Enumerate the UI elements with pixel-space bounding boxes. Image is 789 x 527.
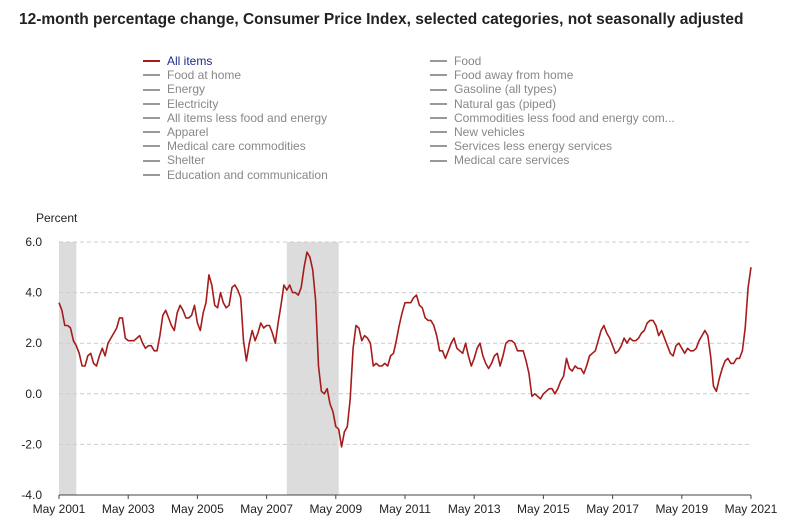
legend-item[interactable]: Electricity xyxy=(143,97,328,111)
x-tick-label: May 2013 xyxy=(448,502,501,516)
x-tick-label: May 2019 xyxy=(655,502,708,516)
legend-swatch xyxy=(430,88,447,91)
legend-item[interactable]: Commodities less food and energy com... xyxy=(430,111,675,125)
legend-swatch xyxy=(143,159,160,162)
x-tick-label: May 2007 xyxy=(240,502,293,516)
legend-swatch xyxy=(430,60,447,63)
x-tick-label: May 2021 xyxy=(725,502,778,516)
legend-item[interactable]: Shelter xyxy=(143,153,328,167)
legend-label: Services less energy services xyxy=(454,139,613,154)
legend-item[interactable]: Gasoline (all types) xyxy=(430,82,675,96)
x-tick-label: May 2017 xyxy=(586,502,639,516)
recession-band xyxy=(286,242,339,495)
x-tick-label: May 2009 xyxy=(309,502,362,516)
legend-swatch xyxy=(143,131,160,134)
legend-label: Natural gas (piped) xyxy=(454,96,557,111)
y-axis-label: Percent xyxy=(36,211,78,225)
legend-item[interactable]: Natural gas (piped) xyxy=(430,97,675,111)
y-tick-label: -4.0 xyxy=(21,488,42,502)
legend-item[interactable]: All items less food and energy xyxy=(143,111,328,125)
x-tick-label: May 2015 xyxy=(517,502,570,516)
legend-label: All items less food and energy xyxy=(167,110,328,125)
legend-label: Gasoline (all types) xyxy=(454,82,557,97)
y-tick-label: 6.0 xyxy=(25,235,42,249)
legend-item[interactable]: New vehicles xyxy=(430,125,675,139)
y-tick-label: 0.0 xyxy=(25,387,42,401)
legend-swatch xyxy=(430,159,447,162)
x-tick-label: May 2005 xyxy=(171,502,224,516)
legend-swatch xyxy=(143,116,160,119)
legend-item[interactable]: Food at home xyxy=(143,68,328,82)
legend-label: Energy xyxy=(167,82,206,97)
y-tick-label: 2.0 xyxy=(25,336,42,350)
legend-item[interactable]: Medical care services xyxy=(430,153,675,167)
y-tick-label: 4.0 xyxy=(25,286,42,300)
legend-label: Shelter xyxy=(167,153,206,168)
legend-swatch xyxy=(143,88,160,91)
legend-swatch xyxy=(143,173,160,176)
legend-label: Education and communication xyxy=(167,167,328,182)
legend-item[interactable]: Food away from home xyxy=(430,68,675,82)
legend-label: All items xyxy=(167,54,213,68)
legend-swatch xyxy=(430,116,447,119)
legend-label: Food xyxy=(454,54,482,68)
x-tick-label: May 2003 xyxy=(102,502,155,516)
legend-swatch xyxy=(430,74,447,77)
legend-swatch xyxy=(430,145,447,148)
legend-item[interactable]: Energy xyxy=(143,82,328,96)
legend-swatch xyxy=(143,102,160,105)
legend-label: Medical care services xyxy=(454,153,570,168)
y-tick-label: -2.0 xyxy=(21,437,42,451)
legend-label: Electricity xyxy=(167,96,219,111)
recession-band xyxy=(59,242,77,495)
legend-item[interactable]: Services less energy services xyxy=(430,139,675,153)
legend-swatch xyxy=(430,102,447,105)
legend-label: New vehicles xyxy=(454,125,525,140)
legend-right-column: Food Food away from home Gasoline (all typ… xyxy=(430,54,675,168)
legend-swatch xyxy=(430,131,447,134)
legend-label: Food away from home xyxy=(454,68,574,83)
chart-title: 12-month percentage change, Consumer Pri… xyxy=(19,11,744,28)
legend-label: Apparel xyxy=(167,125,209,140)
legend-swatch xyxy=(143,145,160,148)
legend-swatch xyxy=(143,74,160,77)
legend-label: Food at home xyxy=(167,68,242,83)
legend-item[interactable]: Food xyxy=(430,54,675,68)
legend-swatch xyxy=(143,60,160,63)
legend-item[interactable]: Apparel xyxy=(143,125,328,139)
legend-label: Medical care commodities xyxy=(167,139,306,154)
series-line-all-items xyxy=(58,251,752,448)
legend-item[interactable]: All items xyxy=(143,54,328,68)
legend-item[interactable]: Education and communication xyxy=(143,168,328,182)
x-tick-label: May 2001 xyxy=(33,502,86,516)
legend-left-column: All items Food at home Energy Electricity Al… xyxy=(143,54,328,182)
legend-label: Commodities less food and energy com... xyxy=(454,110,675,125)
legend-item[interactable]: Medical care commodities xyxy=(143,139,328,153)
x-tick-label: May 2011 xyxy=(379,502,431,516)
